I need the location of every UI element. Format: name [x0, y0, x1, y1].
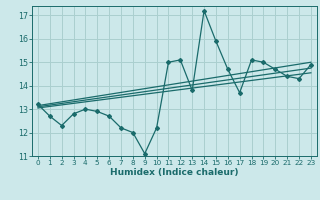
X-axis label: Humidex (Indice chaleur): Humidex (Indice chaleur) [110, 168, 239, 177]
